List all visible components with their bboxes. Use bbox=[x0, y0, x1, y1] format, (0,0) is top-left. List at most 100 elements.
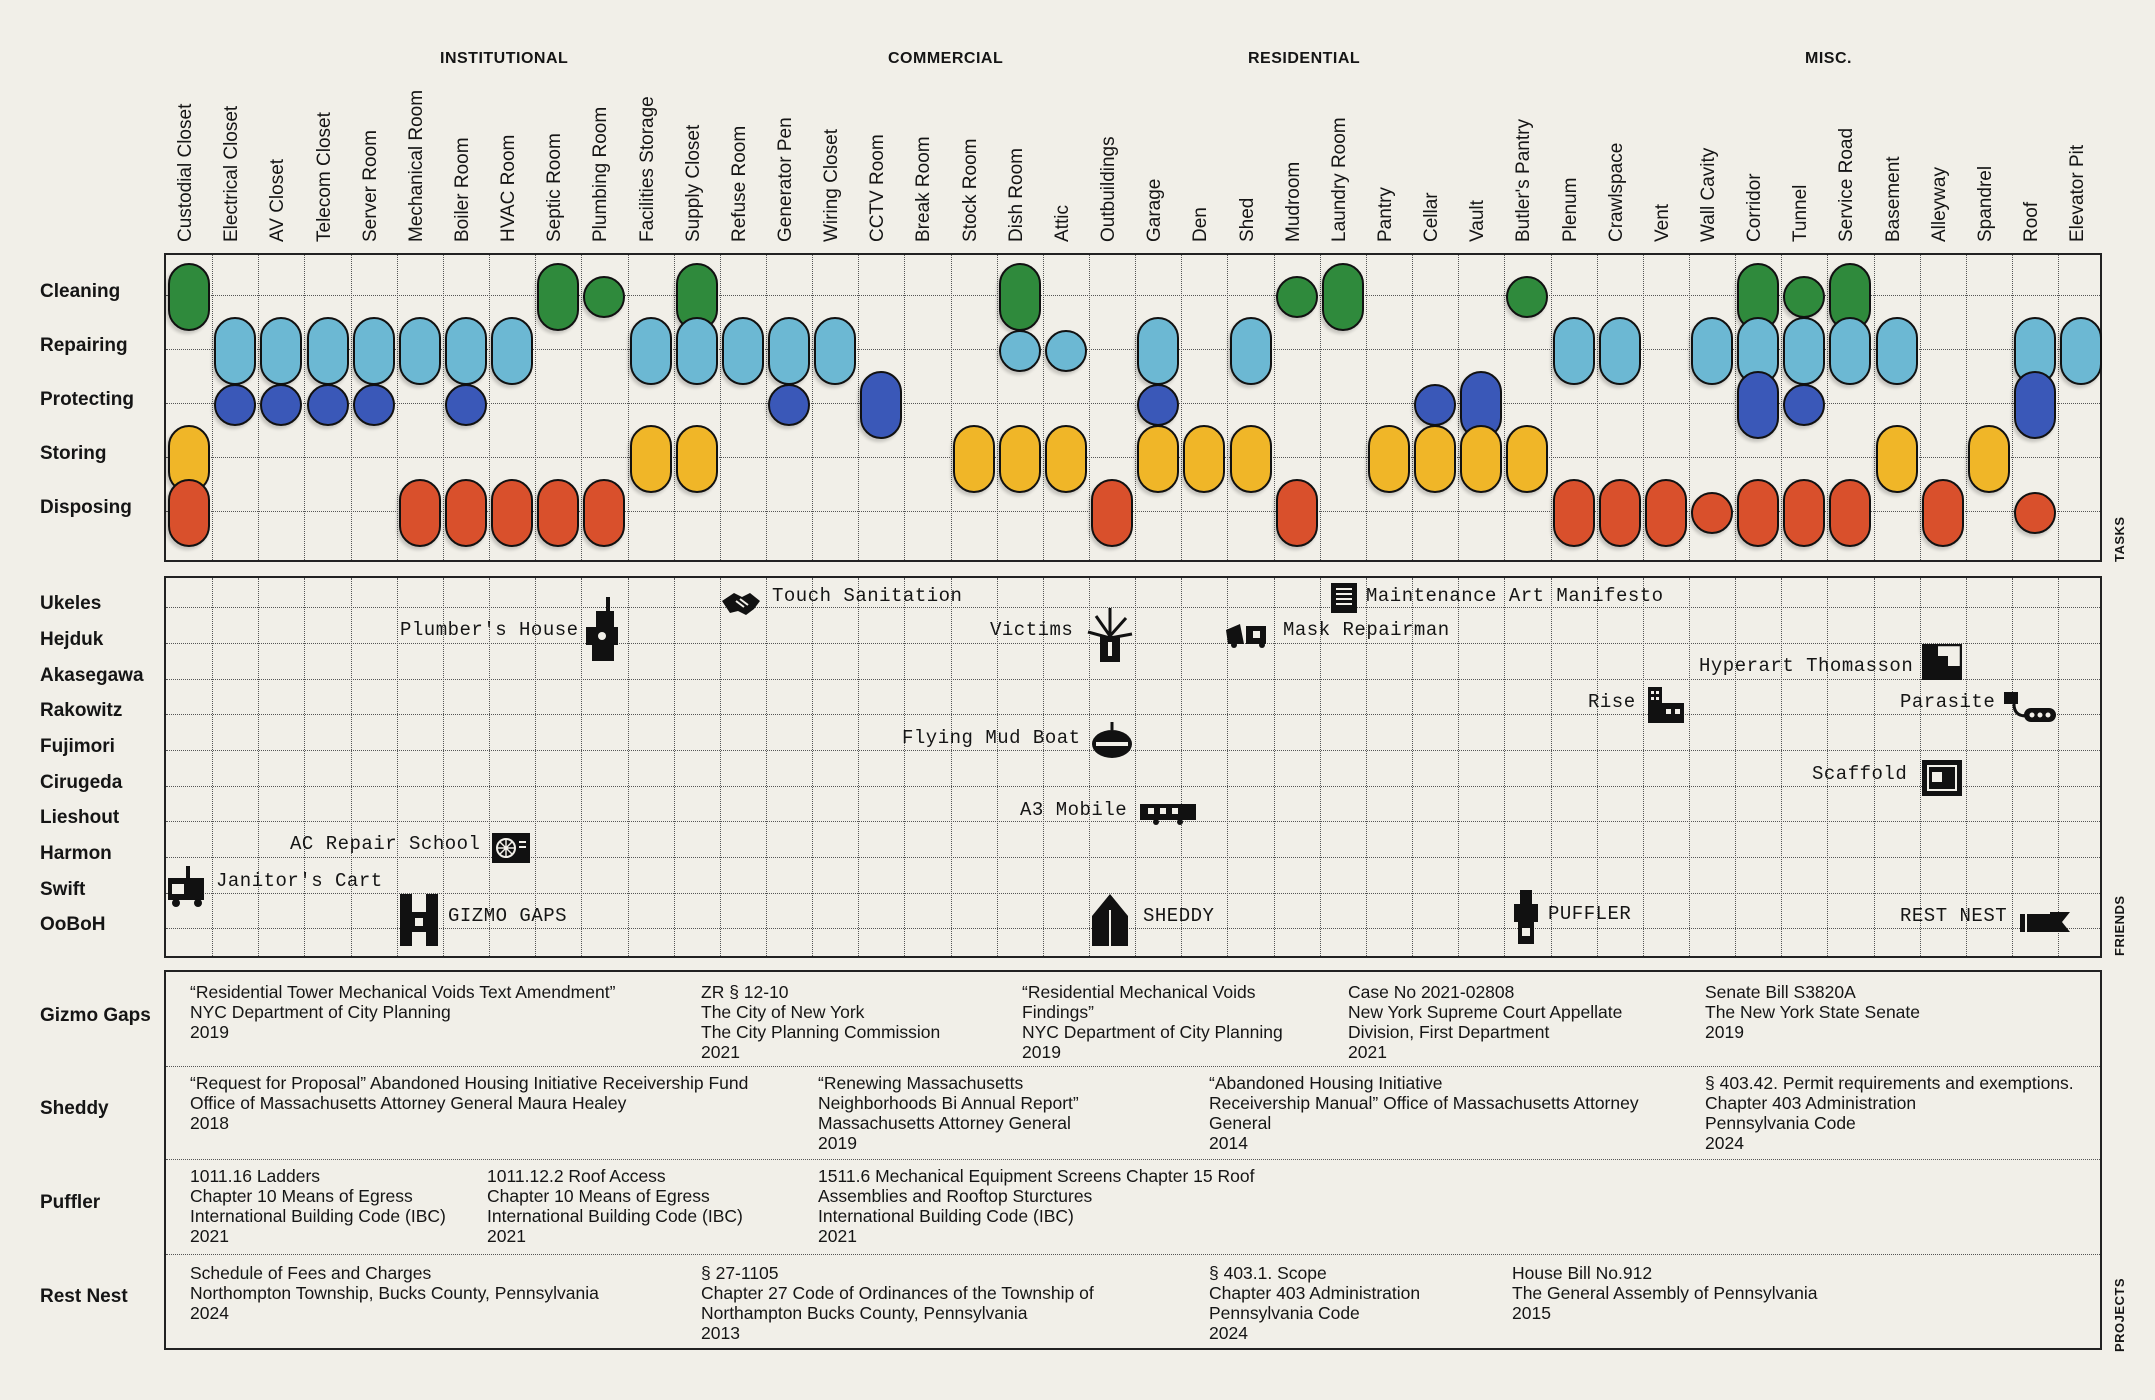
grid-line bbox=[1781, 255, 1783, 560]
grid-line bbox=[765, 255, 767, 560]
grid-line bbox=[1089, 255, 1090, 560]
grid-line bbox=[996, 255, 998, 560]
friend-row-label: Harmon bbox=[40, 843, 112, 864]
task-mark-cleaning bbox=[1275, 276, 1318, 318]
task-mark-disposing bbox=[444, 479, 487, 547]
task-mark-repairing bbox=[1691, 317, 1734, 385]
column-label: Roof bbox=[2021, 201, 2043, 242]
grid-line bbox=[1227, 578, 1229, 956]
grid-line bbox=[166, 457, 2100, 458]
grid-line bbox=[1135, 255, 1137, 560]
grid-line bbox=[166, 607, 2100, 608]
gizmo-ref-3: “Residential Mechanical Voids Findings” … bbox=[1022, 982, 1283, 1062]
puffler-icon bbox=[1514, 890, 1538, 944]
task-mark-disposing bbox=[583, 479, 626, 547]
task-mark-storing bbox=[1875, 425, 1918, 493]
sheddy-ref-3: “Abandoned Housing Initiative Receiversh… bbox=[1209, 1073, 1639, 1153]
grid-line bbox=[304, 255, 306, 560]
parasite-icon bbox=[2004, 692, 2056, 722]
project-victims: Victims bbox=[990, 619, 1074, 641]
mask-icon bbox=[1226, 624, 1266, 648]
friends-side-label: FRIENDS bbox=[2112, 895, 2127, 956]
grid-line bbox=[765, 578, 767, 956]
column-label: Outbuildings bbox=[1098, 136, 1120, 242]
house-icon bbox=[586, 597, 618, 661]
task-mark-repairing bbox=[1137, 317, 1180, 385]
project-puffler: PUFFLER bbox=[1548, 903, 1632, 925]
task-mark-disposing bbox=[2014, 492, 2057, 534]
project-janitors-cart: Janitor's Cart bbox=[216, 870, 383, 892]
grid-line bbox=[1181, 255, 1183, 560]
column-label: Wall Cavity bbox=[1698, 147, 1720, 242]
task-row-label: Cleaning bbox=[40, 281, 121, 302]
trailer-icon bbox=[1140, 804, 1196, 825]
grid-line bbox=[1596, 578, 1598, 956]
column-label: Basement bbox=[1882, 156, 1904, 242]
grid-line bbox=[442, 255, 444, 560]
puffler-ref-2: 1011.12.2 Roof Access Chapter 10 Means o… bbox=[487, 1166, 743, 1246]
grid-line bbox=[719, 578, 721, 956]
column-label: Service Road bbox=[1836, 127, 1858, 242]
task-mark-protecting bbox=[444, 384, 487, 426]
grid-line bbox=[166, 295, 2100, 296]
grid-line bbox=[350, 255, 352, 560]
sheddy-ref-2: “Renewing Massachusetts Neighborhoods Bi… bbox=[818, 1073, 1079, 1153]
grid-line bbox=[166, 714, 2100, 715]
column-label: Crawlspace bbox=[1605, 142, 1627, 242]
column-label: Alleyway bbox=[1928, 167, 1950, 242]
scaffold-icon bbox=[1922, 760, 1962, 796]
task-mark-disposing bbox=[1552, 479, 1595, 547]
task-mark-storing bbox=[1367, 425, 1410, 493]
grid-line bbox=[1365, 255, 1367, 560]
task-mark-disposing bbox=[1737, 479, 1780, 547]
task-mark-protecting bbox=[352, 384, 395, 426]
grid-line bbox=[1827, 255, 1829, 560]
column-label: Attic bbox=[1051, 205, 1073, 242]
grid-line bbox=[1042, 255, 1044, 560]
column-label: Septic Room bbox=[544, 133, 566, 242]
grid-line bbox=[2012, 255, 2013, 560]
grid-line bbox=[719, 255, 721, 560]
grid-line bbox=[673, 578, 675, 956]
friend-row-label: Hejduk bbox=[40, 629, 104, 650]
grid-line bbox=[1735, 255, 1737, 560]
puffler-ref-3: 1511.6 Mechanical Equipment Screens Chap… bbox=[818, 1166, 1255, 1246]
grid-line bbox=[581, 578, 583, 956]
task-mark-repairing bbox=[1229, 317, 1272, 385]
column-label: Generator Pen bbox=[775, 117, 797, 242]
grid-line bbox=[627, 578, 629, 956]
grid-line bbox=[1227, 255, 1229, 560]
project-plumbers-house: Plumber's House bbox=[400, 619, 579, 641]
column-label: Mudroom bbox=[1282, 161, 1304, 242]
task-mark-repairing bbox=[1044, 330, 1087, 372]
grid-line bbox=[1781, 578, 1783, 956]
grid-line bbox=[1458, 578, 1460, 956]
grid-line bbox=[812, 578, 814, 956]
column-label: Electrical Closet bbox=[221, 105, 243, 242]
grid-line bbox=[1319, 255, 1321, 560]
project-gizmo-gaps: GIZMO GAPS bbox=[448, 905, 568, 927]
task-mark-protecting bbox=[768, 384, 811, 426]
grid-line bbox=[166, 643, 2100, 644]
task-mark-repairing bbox=[1875, 317, 1918, 385]
grid-line bbox=[258, 578, 260, 956]
task-mark-repairing bbox=[814, 317, 857, 385]
task-mark-repairing bbox=[444, 317, 487, 385]
task-mark-disposing bbox=[537, 479, 580, 547]
task-mark-cleaning bbox=[1321, 263, 1364, 331]
task-mark-repairing bbox=[1552, 317, 1595, 385]
friend-row-label: Rakowitz bbox=[40, 700, 123, 721]
task-mark-storing bbox=[1460, 425, 1503, 493]
task-mark-storing bbox=[1414, 425, 1457, 493]
handshake-icon bbox=[722, 593, 760, 615]
grid-line bbox=[1919, 578, 1921, 956]
grid-line bbox=[212, 255, 214, 560]
column-label: Custodial Closet bbox=[175, 103, 197, 242]
task-mark-protecting bbox=[260, 384, 303, 426]
grid-line bbox=[1550, 578, 1552, 956]
column-label: Vault bbox=[1467, 200, 1489, 242]
grid-line bbox=[1504, 578, 1506, 956]
grid-line bbox=[1273, 578, 1275, 956]
task-mark-repairing bbox=[768, 317, 811, 385]
column-label: CCTV Room bbox=[867, 134, 889, 242]
